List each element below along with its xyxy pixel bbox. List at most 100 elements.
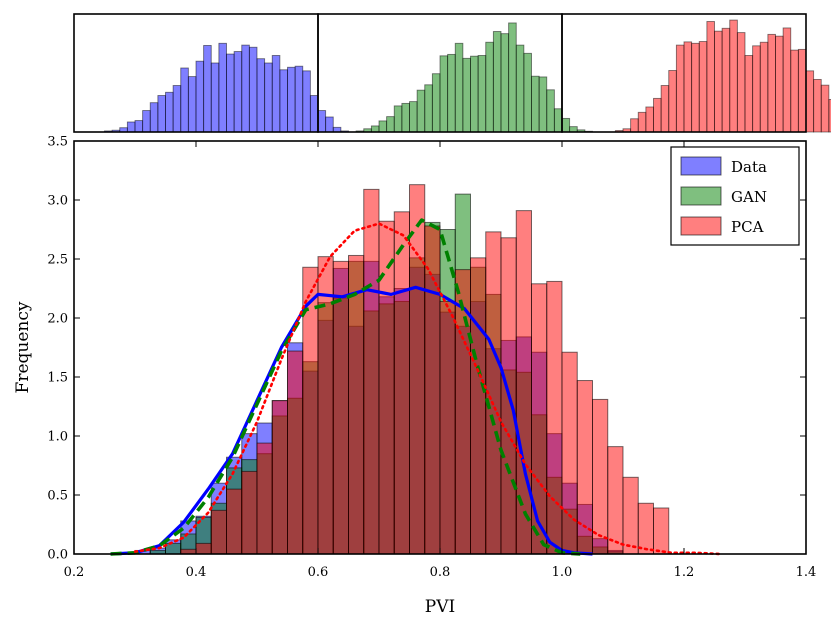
legend: Data GAN PCA: [670, 146, 800, 246]
curve-gan-kde: [110, 218, 581, 556]
marginal-bar-pca-27: [820, 84, 830, 133]
bar-pca-22: [515, 210, 532, 555]
bar-pca-28: [607, 446, 624, 555]
bar-pca-27: [592, 398, 609, 555]
bar-pca-7: [287, 350, 304, 555]
marginal-bar-gan-14: [462, 57, 471, 133]
bar-pca-16: [424, 225, 441, 555]
marginal-bar-gan-6: [401, 102, 410, 133]
marginal-bar-gan-27: [561, 117, 571, 133]
marginal-bar-pca-10: [691, 42, 700, 133]
marginal-bar-pca-11: [698, 41, 708, 133]
bar-pca-11: [348, 254, 365, 555]
marginal-bar-pca-17: [744, 55, 754, 133]
marginal-bar-data-27: [309, 95, 319, 133]
bar-pca-1: [195, 542, 212, 555]
marginal-bar-pca-23: [790, 49, 799, 133]
marginal-bar-pca-5: [653, 97, 662, 133]
bar-pca-24: [546, 280, 563, 555]
y-tick-label-1: 0.5: [47, 489, 68, 504]
x-tick-label-1: 0.4: [186, 565, 207, 580]
series-pca-bars: [180, 184, 670, 555]
bar-pca-15: [409, 184, 426, 555]
marginal-bar-pca-16: [736, 32, 746, 133]
marginal-bar-gan-28: [569, 126, 578, 133]
marginal-bar-data-6: [149, 102, 159, 133]
x-tick-label-4: 1.0: [552, 565, 573, 580]
x-tick-label-5: 1.2: [674, 565, 695, 580]
bar-pca-10: [332, 260, 349, 555]
y-tick-label-0: 0.0: [47, 548, 68, 563]
marginal-bar-pca-3: [637, 111, 647, 133]
bar-pca-14: [393, 211, 410, 555]
marginal-bar-pca-28: [828, 99, 831, 133]
marginal-bar-data-20: [256, 58, 266, 133]
marginal-bar-pca-24: [797, 48, 807, 133]
marginal-bar-data-19: [248, 46, 258, 133]
legend-swatch-pca: [680, 216, 722, 236]
marginal-bar-gan-24: [538, 76, 548, 133]
marginal-bar-data-29: [325, 116, 334, 133]
bar-pca-6: [271, 400, 288, 555]
histogram-bars: [134, 184, 670, 555]
y-axis-label: Frequency: [13, 301, 33, 393]
marginal-bar-gan-9: [424, 84, 433, 133]
bar-pca-4: [241, 470, 258, 555]
bar-pca-2: [210, 509, 227, 555]
marginal-bar-data-26: [302, 70, 311, 133]
marginal-bar-gan-7: [409, 101, 418, 133]
marginal-bar-gan-19: [500, 33, 510, 133]
marginal-bar-data-5: [142, 110, 151, 133]
marginal-bar-pca-13: [714, 30, 723, 133]
marginal-bar-data-21: [264, 62, 273, 133]
legend-swatch-data: [680, 156, 722, 176]
marginal-bar-gan-11: [439, 55, 449, 133]
legend-label-pca: PCA: [731, 218, 764, 236]
marginal-bar-pca-4: [645, 106, 654, 133]
y-tick-label-7: 3.5: [47, 135, 68, 150]
marginal-bar-data-28: [317, 110, 327, 133]
marginal-bar-gan-16: [477, 55, 487, 133]
marginal-bar-gan-26: [553, 108, 563, 133]
marginal-bar-data-8: [165, 91, 174, 133]
marginal-bar-pca-15: [729, 19, 738, 133]
marginal-bar-pca-18: [752, 45, 761, 133]
bar-pca-29: [622, 476, 639, 555]
marginal-gan: [317, 13, 593, 133]
marginal-bar-data-14: [210, 62, 220, 133]
marginal-bar-data-13: [203, 45, 212, 133]
marginal-bar-pca-21: [775, 35, 784, 133]
marginal-bar-pca-22: [782, 27, 792, 133]
bar-pca-25: [561, 351, 578, 555]
bar-pca-30: [637, 502, 654, 555]
y-tick-label-4: 2.0: [47, 312, 68, 327]
x-tick-label-2: 0.6: [308, 565, 329, 580]
bar-pca-17: [439, 300, 456, 555]
legend-label-data: Data: [731, 158, 767, 176]
marginal-histograms: [73, 13, 831, 133]
marginal-bar-gan-21: [515, 44, 525, 133]
marginal-bar-data-15: [218, 42, 227, 133]
marginal-bar-data-17: [233, 51, 243, 133]
main-histogram-plot: 0.2 0.4 0.6 0.8 1.0 1.2 1.4 0.0 0.5 1.0 1.5 2.0 2.5 3…: [13, 135, 816, 618]
marginal-bar-data-7: [157, 95, 166, 133]
curve-pca-kde: [133, 222, 722, 556]
x-axis-label: PVI: [425, 597, 455, 617]
y-tick-label-3: 1.5: [47, 371, 68, 386]
bar-pca-23: [531, 283, 548, 555]
legend-label-gan: GAN: [731, 188, 767, 206]
marginal-bar-data-16: [226, 53, 235, 133]
marginal-bar-pca-9: [683, 41, 693, 133]
marginal-bar-gan-23: [531, 75, 540, 133]
bar-pca-31: [653, 507, 670, 555]
marginal-bar-gan-20: [508, 22, 517, 133]
curve-data-kde: [110, 285, 593, 556]
marginal-frame-pca: [561, 13, 807, 133]
bar-pca-5: [256, 442, 273, 555]
marginal-bar-pca-20: [767, 33, 776, 133]
marginal-bar-gan-4: [386, 116, 395, 133]
x-tick-label-0: 0.2: [64, 565, 85, 580]
bar-pca-3: [226, 488, 243, 555]
marginal-bar-data-9: [172, 85, 182, 133]
